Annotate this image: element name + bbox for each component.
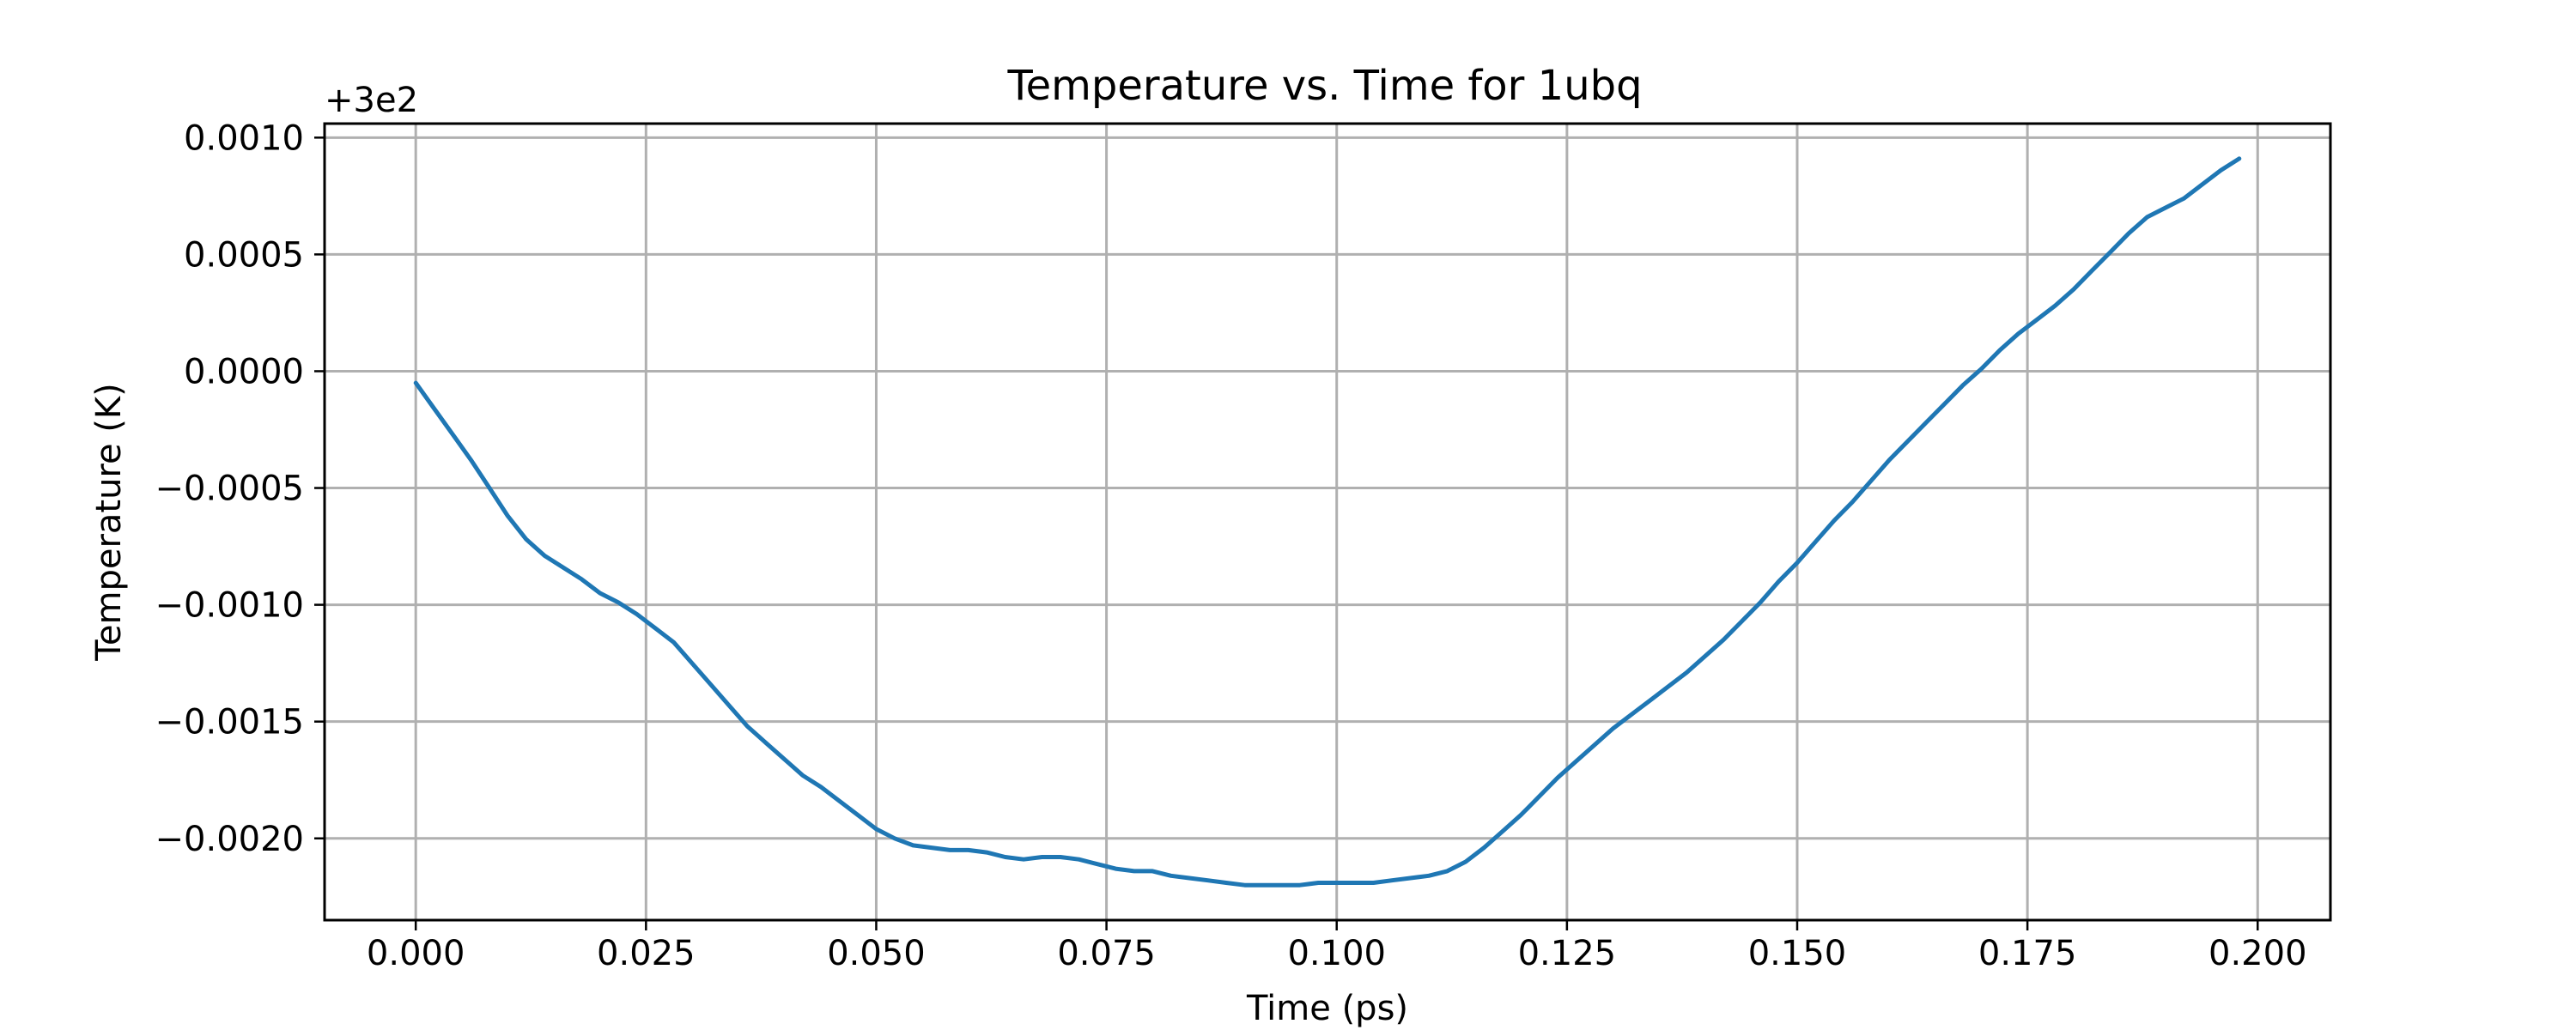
- plot-frame: [323, 122, 2332, 922]
- y-tick-label: −0.0005: [155, 470, 304, 509]
- x-tick-label: 0.125: [1518, 934, 1617, 973]
- x-tick-label: 0.200: [2208, 934, 2307, 973]
- x-tick-label: 0.175: [1978, 934, 2077, 973]
- x-tick-label: 0.150: [1748, 934, 1847, 973]
- y-tick-label: −0.0010: [155, 586, 304, 626]
- y-tick-label: −0.0015: [155, 703, 304, 742]
- grid-layer: [325, 124, 2330, 920]
- x-tick-label: 0.050: [827, 934, 926, 973]
- x-tick-label: 0.075: [1057, 934, 1156, 973]
- x-axis-label: Time (ps): [1246, 989, 1408, 1028]
- y-tick-label: 0.0010: [184, 118, 304, 158]
- tick-layer: 0.000 0.025 0.050 0.075 0.100 0.125 0.150 0.175…: [155, 118, 2307, 973]
- x-tick-label: 0.025: [597, 934, 696, 973]
- y-tick-label: 0.0000: [184, 352, 304, 391]
- x-tick-label: 0.000: [367, 934, 465, 973]
- series-layer: [413, 156, 2242, 888]
- y-axis-offset-label: +3e2: [325, 81, 418, 120]
- y-tick-label: 0.0005: [184, 235, 304, 275]
- y-tick-label: −0.0020: [155, 820, 304, 859]
- x-tick-label: 0.100: [1287, 934, 1386, 973]
- y-axis-label: Temperature (K): [89, 383, 129, 662]
- chart-title: Temperature vs. Time for 1ubq: [1006, 62, 1642, 110]
- temperature-series-line: [413, 156, 2242, 888]
